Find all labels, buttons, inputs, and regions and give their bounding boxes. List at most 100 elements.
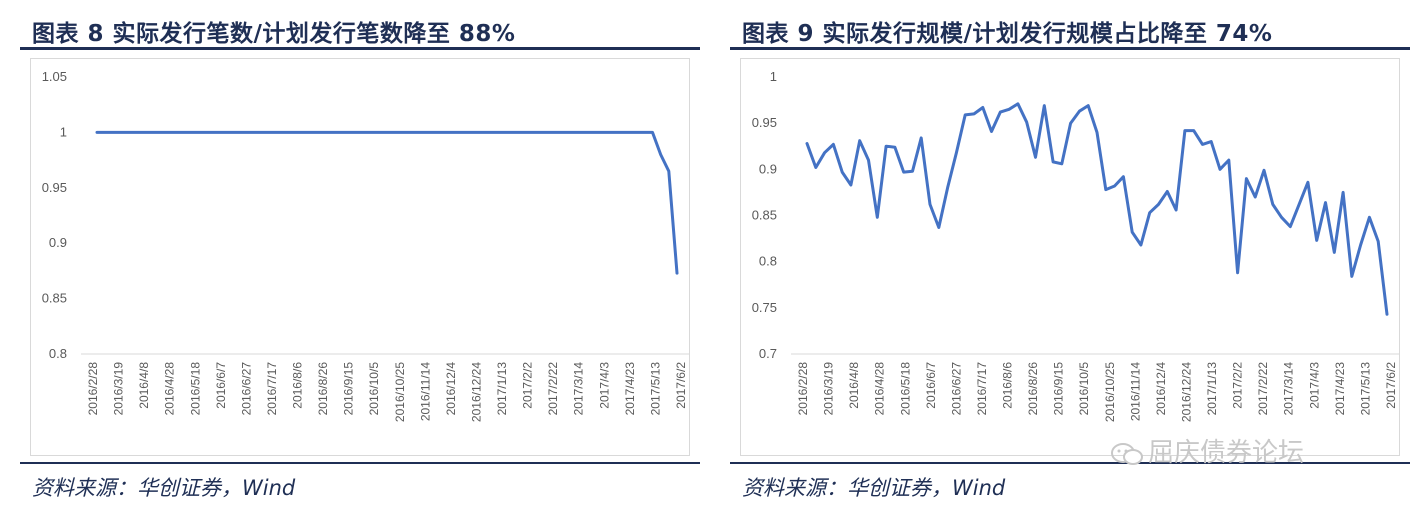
chart8-x-tick-label: 2016/6/7: [214, 362, 228, 409]
chart8-y-tick-label: 1.05: [42, 69, 67, 84]
chart9-data-point: [1307, 181, 1309, 183]
chart8-data-point: [414, 131, 416, 133]
chart9-data-point: [1105, 188, 1107, 190]
chart-panel-left: 图表 8 实际发行笔数/计划发行笔数降至 88% 1.05 1 0.95 0.9 0.8…: [20, 0, 700, 513]
chart9-data-point: [1228, 159, 1230, 161]
chart8-x-tick-label: 2016/7/17: [265, 362, 279, 416]
chart8-data-point: [292, 131, 294, 133]
chart9-data-point: [1342, 191, 1344, 193]
chart8-data-point: [365, 131, 367, 133]
chart8-x-tick-label: 2016/8/6: [291, 362, 305, 409]
chart8-data-point: [308, 131, 310, 133]
chart9-data-point: [1087, 104, 1089, 106]
chart9-data-point: [999, 111, 1001, 113]
chart9-data-point: [1034, 156, 1036, 158]
bottom-rule: [730, 462, 1410, 464]
chart9-data-point: [806, 142, 808, 144]
chart9-data-point: [1157, 203, 1159, 205]
chart8-x-tick-label: 2016/9/15: [342, 362, 356, 416]
chart8-data-point: [325, 131, 327, 133]
chart9-x-tick-label: 2017/6/2: [1384, 362, 1398, 409]
chart9-data-point: [1140, 244, 1142, 246]
chart8-data-point: [153, 131, 155, 133]
chart8-data-point: [594, 131, 596, 133]
chart9-data-point: [1351, 275, 1353, 277]
chart9-data-point: [841, 171, 843, 173]
chart9-data-point: [1149, 212, 1151, 214]
chart8-data-point: [202, 131, 204, 133]
chart8-data-point: [472, 131, 474, 133]
line-chart-issuance-scale: 1 0.95 0.9 0.85 0.8 0.75 0.7 2016/2/28 2016/3/19…: [752, 69, 1399, 422]
chart9-data-point: [1131, 231, 1133, 233]
chart8-data-point: [512, 131, 514, 133]
chart8-data-point: [455, 131, 457, 133]
chart9-x-tick-label: 2017/2/22: [1256, 362, 1270, 416]
chart8-x-tick-label: 2016/10/25: [393, 362, 407, 422]
chart9-data-point: [1078, 110, 1080, 112]
title-rule: [730, 47, 1410, 50]
chart9-y-tick-label: 0.7: [759, 346, 777, 361]
chart9-x-tick-label: 2017/3/14: [1282, 362, 1296, 416]
chart8-x-tick-label: 2016/10/5: [367, 362, 381, 416]
chart9-data-point: [1236, 272, 1238, 274]
chart9-data-point: [1386, 313, 1388, 315]
chart8-data-point: [439, 131, 441, 133]
chart8-data-point: [537, 131, 539, 133]
chart9-data-point: [823, 152, 825, 154]
chart9-x-tick-label: 2016/6/27: [949, 362, 963, 416]
chart9-x-tick-label: 2016/5/18: [898, 362, 912, 416]
chart8-data-point: [480, 131, 482, 133]
chart9-data-point: [1280, 216, 1282, 218]
chart9-data-point: [1113, 185, 1115, 187]
chart8-data-point: [382, 131, 384, 133]
chart8-data-point: [194, 131, 196, 133]
chart8-y-tick-label: 0.85: [42, 291, 67, 306]
chart-area-issuance-count: 1.05 1 0.95 0.9 0.85 0.8 2016/2/28 2016/3/19 201…: [30, 58, 690, 456]
chart8-data-point: [341, 131, 343, 133]
chart9-data-point: [850, 184, 852, 186]
chart8-x-tick-label: 2016/12/24: [469, 362, 483, 422]
chart9-data-point: [1026, 121, 1028, 123]
chart9-data-point: [929, 203, 931, 205]
chart8-data-point: [635, 131, 637, 133]
title-rule: [20, 47, 700, 50]
chart8-data-point: [333, 131, 335, 133]
chart9-x-tick-label: 2016/12/4: [1154, 362, 1168, 416]
chart8-data-point: [300, 131, 302, 133]
chart8-data-point: [447, 131, 449, 133]
chart8-x-tick-label: 2016/6/27: [239, 362, 253, 416]
chart8-data-point: [423, 131, 425, 133]
chart8-data-point: [178, 131, 180, 133]
chart9-y-tick-label: 0.8: [759, 254, 777, 269]
chart8-data-point: [627, 131, 629, 133]
watermark: 屈庆债券论坛: [1110, 432, 1304, 469]
chart8-data-point: [357, 131, 359, 133]
chart9-data-point: [894, 146, 896, 148]
chart9-data-point: [1096, 131, 1098, 133]
chart9-data-point: [1219, 168, 1221, 170]
chart9-x-tick-label: 2016/9/15: [1052, 362, 1066, 416]
chart9-data-point: [1043, 104, 1045, 106]
chart8-data-point: [529, 131, 531, 133]
chart9-x-tick-label: 2017/5/13: [1358, 362, 1372, 416]
chart8-x-tick-label: 2016/8/26: [316, 362, 330, 416]
chart9-data-point: [1316, 239, 1318, 241]
chart8-data-point: [488, 131, 490, 133]
chart8-x-tick-label: 2016/5/18: [188, 362, 202, 416]
chart8-data-point: [586, 131, 588, 133]
chart8-data-point: [259, 131, 261, 133]
chart8-data-point: [660, 153, 662, 155]
chart8-data-point: [276, 131, 278, 133]
chart9-data-point: [832, 143, 834, 145]
chart8-data-point: [553, 131, 555, 133]
chart8-x-tick-label: 2017/6/2: [674, 362, 688, 409]
chart9-data-point: [1193, 129, 1195, 131]
chart9-data-point: [1175, 209, 1177, 211]
chart9-data-point: [938, 226, 940, 228]
chart8-data-point: [619, 131, 621, 133]
chart9-data-point: [1166, 190, 1168, 192]
chart9-data-point: [1245, 177, 1247, 179]
chart8-data-point: [349, 131, 351, 133]
chart9-data-point: [859, 140, 861, 142]
chart9-x-tick-label: 2016/4/8: [847, 362, 861, 409]
